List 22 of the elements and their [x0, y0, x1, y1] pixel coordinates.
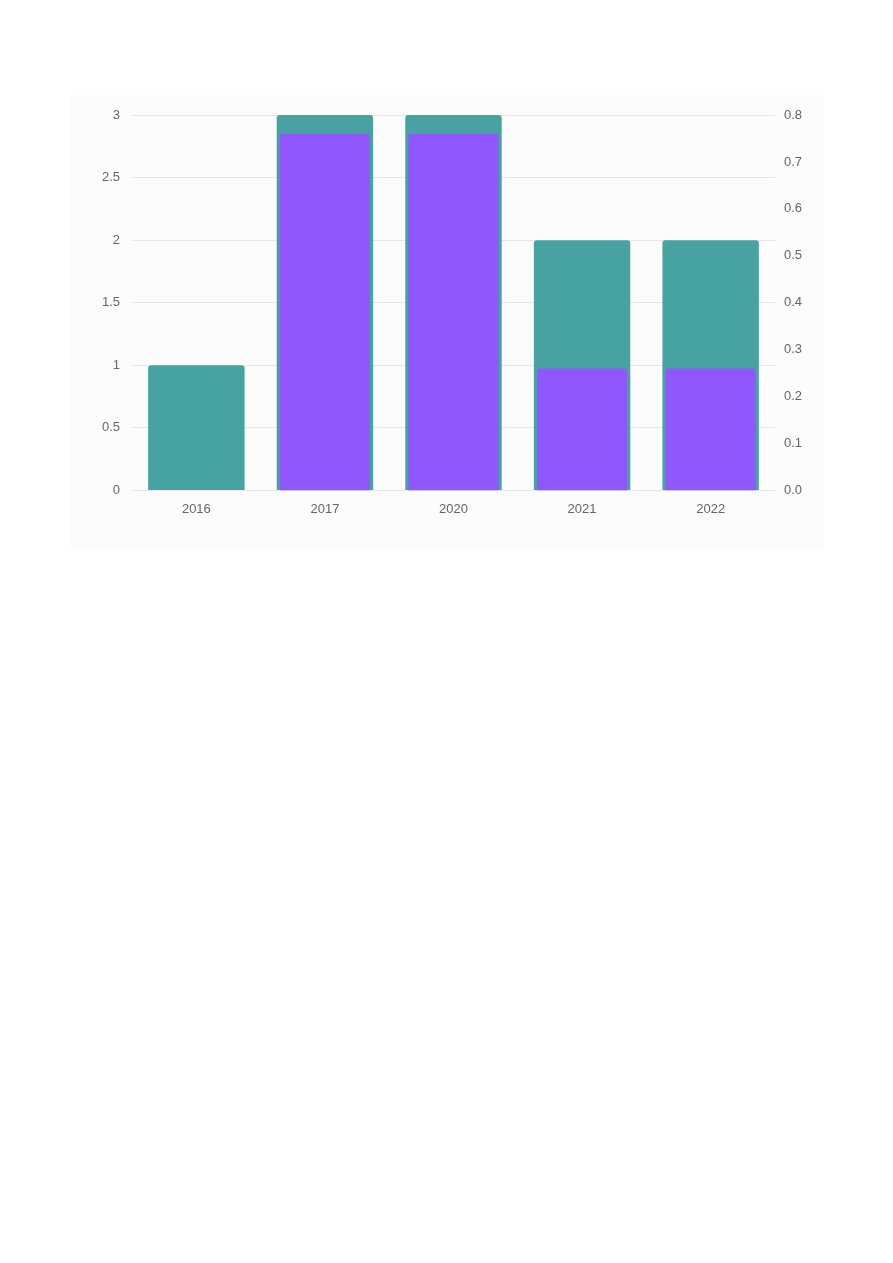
y2-tick-label: 0.8 [783, 106, 803, 122]
y2-tick-label: 0.4 [783, 294, 803, 310]
x-tick-label: 2020 [439, 500, 468, 516]
y-tick-label: 1 [112, 356, 121, 372]
y-tick-label: 3 [112, 106, 121, 122]
y-tick-label: 0 [112, 481, 121, 497]
x-tick-label: 2021 [567, 500, 597, 516]
y2-tick-label: 0.2 [783, 388, 803, 404]
y-tick-label: 0.5 [101, 419, 121, 435]
x-tick-label: 2017 [310, 500, 340, 516]
y-tick-label: 2 [112, 231, 121, 247]
y2-tick-label: 0.7 [783, 153, 803, 169]
y2-tick-label: 0.6 [783, 200, 803, 216]
x-tick-label: 2016 [181, 500, 211, 516]
x-tick-label: 2022 [696, 500, 726, 516]
y2-tick-label: 0.0 [783, 481, 803, 497]
bar [148, 365, 245, 490]
y2-tick-label: 0.1 [783, 435, 803, 451]
y2-tick-label: 0.5 [783, 247, 803, 263]
y-tick-label: 1.5 [101, 294, 121, 310]
y-tick-label: 2.5 [101, 169, 121, 185]
y2-tick-label: 0.3 [783, 341, 803, 357]
